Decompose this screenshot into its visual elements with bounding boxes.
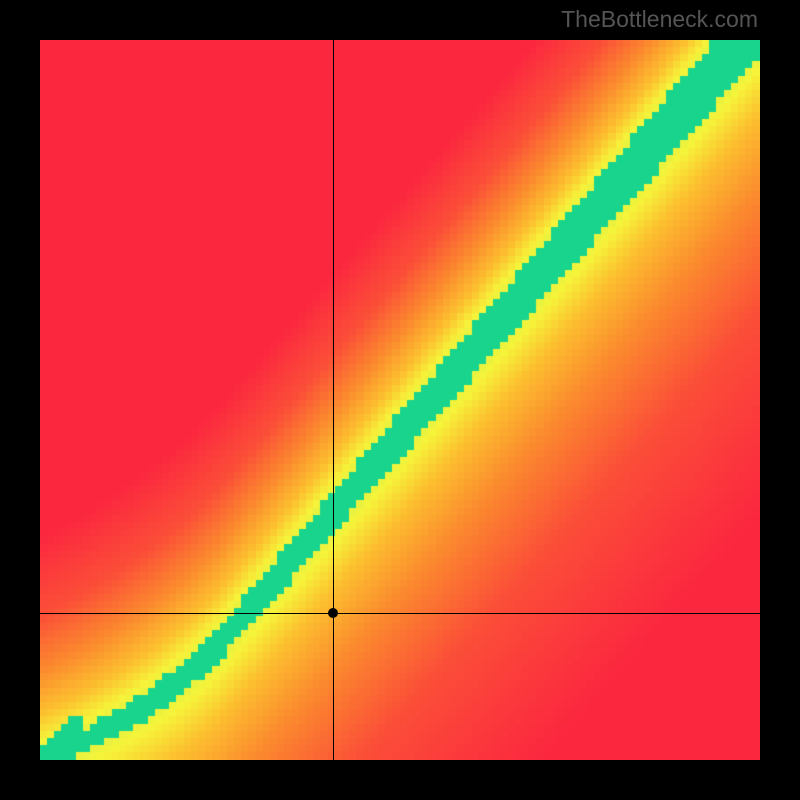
heatmap-canvas [40,40,760,760]
attribution-text: TheBottleneck.com [561,6,758,33]
crosshair-vertical [333,40,334,760]
plot-area [40,40,760,760]
crosshair-horizontal [40,613,760,614]
crosshair-marker [328,608,338,618]
figure-container: TheBottleneck.com [0,0,800,800]
